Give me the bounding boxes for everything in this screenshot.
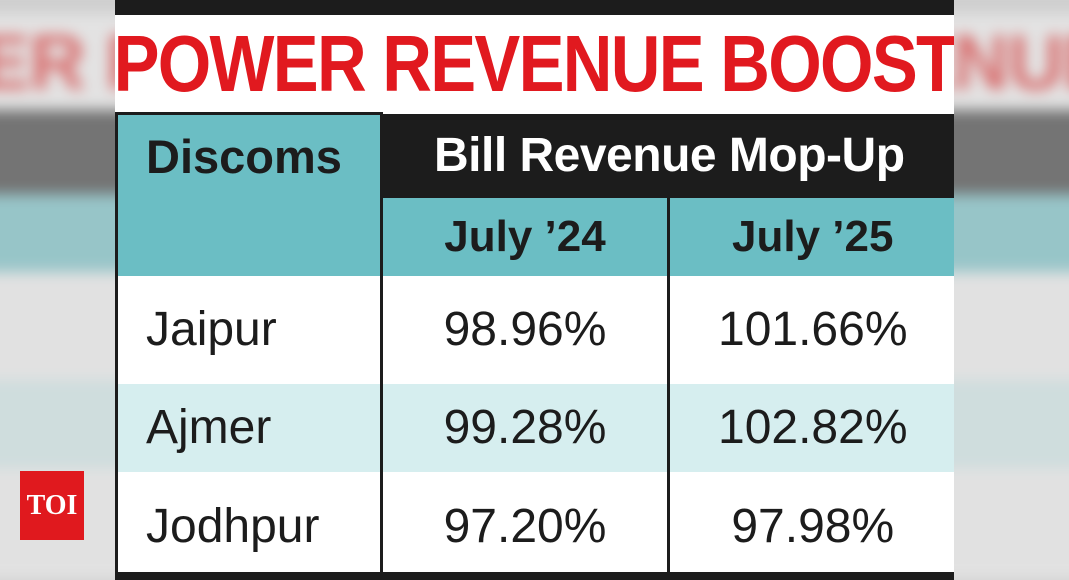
value-july-24: 99.28% bbox=[381, 383, 670, 472]
infographic-card: POWER REVENUE BOOST Discoms Bill Revenue… bbox=[115, 0, 954, 580]
column-header-july-25: July ’25 bbox=[668, 197, 954, 276]
bottom-border bbox=[115, 572, 954, 580]
table-row: Jodhpur 97.20% 97.98% bbox=[115, 471, 954, 580]
discom-name: Jodhpur bbox=[115, 471, 383, 580]
table-subheader-row: July ’24 July ’25 bbox=[117, 197, 954, 276]
discom-name: Ajmer bbox=[115, 383, 383, 472]
toi-logo: TOI bbox=[20, 471, 84, 540]
top-strip bbox=[115, 0, 954, 15]
table-row: Jaipur 98.96% 101.66% bbox=[115, 275, 954, 384]
title-text: POWER REVENUE BOOST bbox=[115, 18, 954, 108]
backdrop-title: POWER REVENUE BOOST bbox=[0, 14, 115, 110]
value-july-25: 97.98% bbox=[731, 500, 895, 553]
infographic-title: POWER REVENUE BOOST bbox=[115, 15, 954, 112]
column-header-july-24: July ’24 bbox=[381, 197, 670, 276]
logo-text: TOI bbox=[26, 489, 78, 521]
value-july-24: 97.20% bbox=[381, 471, 670, 580]
value-july-24: 98.96% bbox=[381, 275, 670, 384]
bill-revenue-header: Bill Revenue Mop-Up bbox=[381, 113, 954, 198]
value-july-25: 101.66% bbox=[718, 303, 908, 356]
blurred-backdrop-left: POWER REVENUE BOOST bbox=[0, 0, 115, 580]
blurred-backdrop-right: POWER REVENUE BOOST bbox=[954, 0, 1069, 580]
revenue-table: Discoms Bill Revenue Mop-Up July ’24 Jul… bbox=[115, 112, 954, 580]
discom-name: Jaipur bbox=[115, 275, 383, 384]
discoms-header: Discoms bbox=[115, 112, 383, 276]
table-header-row: Discoms Bill Revenue Mop-Up bbox=[115, 112, 954, 276]
backdrop-title: POWER REVENUE BOOST bbox=[954, 14, 1069, 110]
value-july-25: 102.82% bbox=[718, 401, 908, 454]
table-row: Ajmer 99.28% 102.82% bbox=[115, 383, 954, 472]
